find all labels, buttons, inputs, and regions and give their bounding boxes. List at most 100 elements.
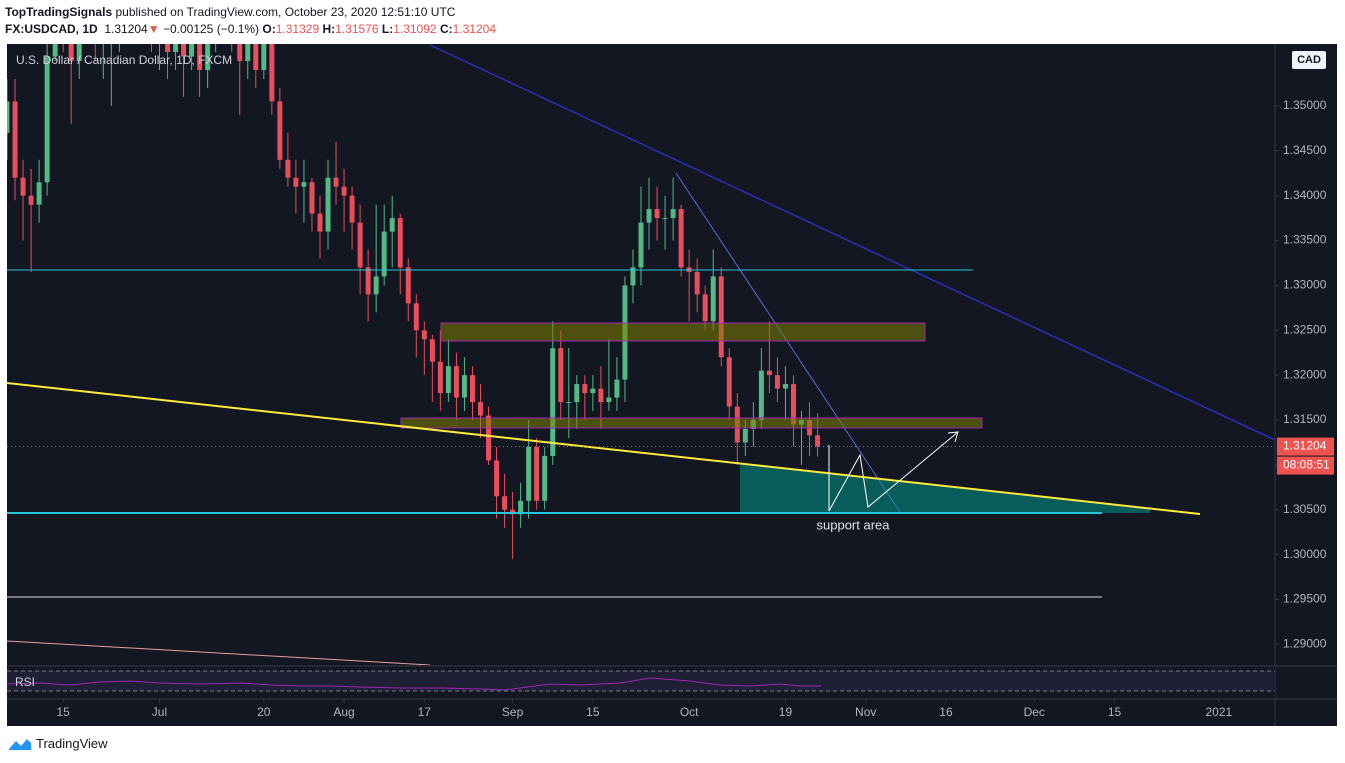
candle-body bbox=[815, 435, 821, 447]
candle-body bbox=[309, 182, 315, 214]
logo bbox=[9, 738, 31, 750]
candle-body bbox=[453, 366, 459, 398]
candle-body bbox=[606, 397, 612, 403]
trend-line bbox=[7, 640, 431, 665]
candle-body bbox=[165, 44, 170, 53]
candle-body bbox=[52, 44, 58, 57]
currency: CAD bbox=[1297, 54, 1321, 66]
y-tick-label: 1.29000 bbox=[1283, 637, 1327, 651]
candle-body bbox=[405, 267, 411, 304]
candle-body bbox=[550, 348, 556, 456]
candle-body bbox=[494, 460, 500, 497]
open-value: 1.31329 bbox=[275, 22, 320, 36]
chart-title: U.S. Dollar / Canadian Dollar, 1D, FXCM bbox=[16, 53, 232, 67]
brand: TradingView bbox=[36, 736, 108, 751]
x-tick-label: 15 bbox=[1108, 705, 1122, 719]
y-tick-label: 1.33000 bbox=[1283, 278, 1327, 292]
candle-body bbox=[670, 209, 676, 219]
candle-body bbox=[630, 267, 636, 286]
candle-body bbox=[678, 209, 684, 268]
candle-body bbox=[317, 213, 323, 232]
candle-body bbox=[349, 195, 355, 223]
price-tag bbox=[1277, 437, 1334, 456]
candle-body bbox=[526, 446, 532, 501]
candle-body bbox=[389, 218, 395, 232]
y-tick-label: 1.34500 bbox=[1283, 143, 1327, 157]
x-tick-label: 17 bbox=[418, 705, 432, 719]
h-label: H: bbox=[322, 22, 336, 36]
x-tick-label: Dec bbox=[1024, 705, 1045, 719]
x-tick-label: Nov bbox=[855, 705, 876, 719]
candle-body bbox=[341, 186, 347, 196]
y-tick-label: 1.32000 bbox=[1283, 367, 1327, 381]
candle-body bbox=[333, 177, 339, 187]
x-tick-label: 20 bbox=[257, 705, 271, 719]
candle-body bbox=[774, 375, 780, 389]
candle-body bbox=[12, 101, 18, 178]
l-label: L: bbox=[381, 22, 394, 36]
symbol: FX:USDCAD, 1D bbox=[5, 22, 98, 36]
y-tick-label: 1.30000 bbox=[1283, 547, 1327, 561]
candle-body bbox=[181, 44, 187, 57]
candle-body bbox=[269, 44, 275, 102]
published: published on TradingView.com, October 23… bbox=[115, 5, 456, 19]
candle-body bbox=[61, 16, 66, 34]
candle-body bbox=[277, 101, 283, 160]
rsi-band bbox=[7, 671, 1275, 691]
drawings bbox=[7, 44, 1275, 665]
chart-background bbox=[7, 44, 1337, 726]
currency-badge bbox=[1292, 51, 1326, 69]
high-value: 1.31576 bbox=[335, 22, 379, 36]
candle-body bbox=[790, 384, 796, 425]
candle-body bbox=[742, 428, 748, 443]
candle-body bbox=[702, 294, 708, 322]
candle-body bbox=[36, 182, 42, 205]
candle-body bbox=[718, 276, 724, 358]
candle-body bbox=[429, 339, 435, 362]
candle-body bbox=[510, 509, 516, 515]
candle-body bbox=[101, 16, 106, 25]
candle-body bbox=[205, 44, 211, 71]
close-value: 1.31204 bbox=[452, 22, 496, 36]
x-tick-label: Oct bbox=[680, 705, 699, 719]
candle-body bbox=[582, 384, 588, 394]
candle-body bbox=[638, 222, 644, 268]
low-value: 1.31092 bbox=[393, 22, 437, 36]
y-tick-label: 1.32500 bbox=[1283, 322, 1327, 336]
x-tick-label: Jul bbox=[152, 705, 167, 719]
candle-body bbox=[325, 177, 331, 232]
candle-body bbox=[229, 16, 234, 34]
candle-body bbox=[710, 276, 716, 322]
candle-body bbox=[766, 370, 772, 376]
candle-body bbox=[542, 455, 548, 501]
candle-body bbox=[558, 348, 564, 403]
quote-line: FX:USDCAD, 1D 1.31204▼ −0.00125 (−0.1%) … bbox=[5, 21, 496, 38]
candle-body bbox=[614, 379, 620, 398]
arrow-head bbox=[947, 431, 959, 443]
rsi-line bbox=[6, 677, 821, 691]
annotation: support area bbox=[817, 517, 891, 532]
candle-body bbox=[357, 222, 363, 268]
x-tick-label: 16 bbox=[939, 705, 953, 719]
zone bbox=[440, 322, 926, 342]
candle-body bbox=[445, 366, 451, 394]
candle-body bbox=[598, 388, 604, 403]
candle-body bbox=[301, 182, 307, 187]
trend-line bbox=[675, 172, 901, 513]
x-tick-label: 19 bbox=[779, 705, 793, 719]
candle-body bbox=[253, 44, 259, 71]
countdown: 08:08:51 bbox=[1283, 458, 1330, 472]
y-tick-label: 1.34000 bbox=[1283, 188, 1327, 202]
y-tick-label: 1.31500 bbox=[1283, 412, 1327, 426]
overlay: 1.31204 08:08:51 bbox=[7, 437, 1334, 475]
candle-body bbox=[173, 44, 179, 53]
candle-body bbox=[421, 330, 427, 340]
candle-body bbox=[68, 44, 74, 62]
candle-body bbox=[694, 271, 700, 295]
rsi-pane bbox=[7, 667, 1275, 698]
candle-body bbox=[44, 56, 50, 183]
candle-body bbox=[486, 415, 492, 461]
candle-body bbox=[157, 25, 162, 34]
